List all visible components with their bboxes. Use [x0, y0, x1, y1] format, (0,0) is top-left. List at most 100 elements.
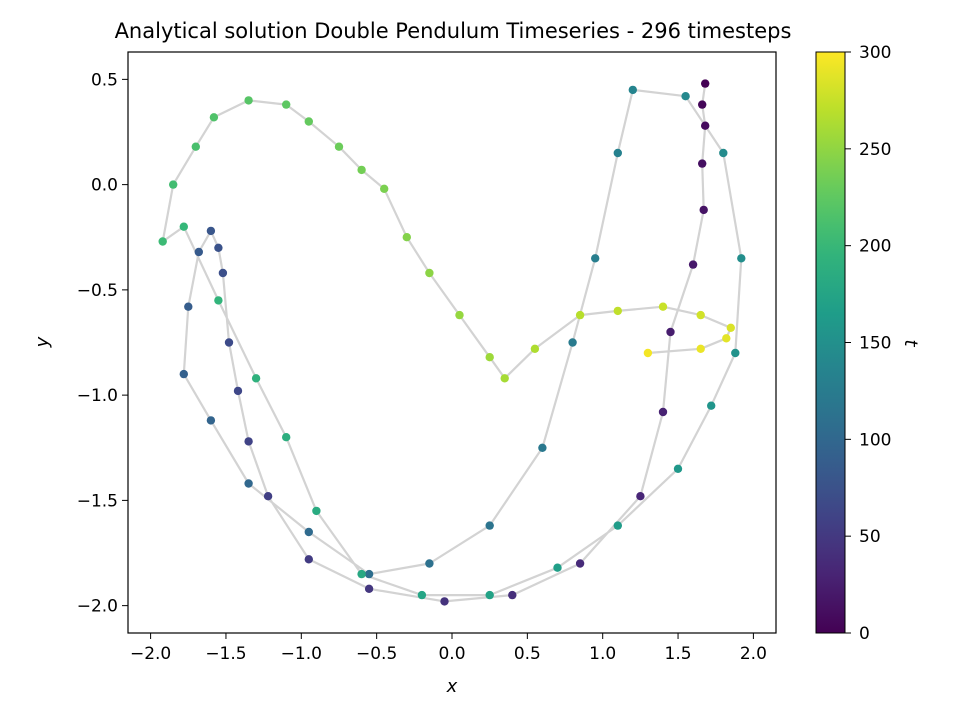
data-point	[688, 260, 698, 269]
data-point	[575, 559, 585, 568]
x-tick-label: 1.5	[665, 644, 692, 664]
data-point	[263, 492, 273, 501]
data-point	[169, 180, 178, 189]
y-tick-label: −2.0	[77, 597, 118, 617]
data-point	[636, 492, 645, 501]
x-tick-label: −1.0	[281, 644, 322, 664]
data-point	[500, 374, 509, 383]
x-tick-label: −2.0	[130, 644, 171, 664]
y-axis-label: y	[32, 336, 53, 348]
data-point	[425, 559, 434, 568]
data-point	[206, 226, 216, 236]
data-point	[699, 205, 708, 215]
colorbar-tick-label: 300	[859, 43, 891, 63]
data-point	[508, 590, 517, 600]
colorbar-tick-label: 150	[859, 334, 891, 354]
colorbar-gradient	[816, 52, 845, 633]
data-point	[591, 254, 600, 263]
data-point	[334, 142, 344, 151]
x-axis: −2.0 −1.5 −1.0 −0.5 0.0 0.5 1.0 1.5 2.0	[130, 633, 767, 664]
data-point	[530, 344, 540, 353]
data-point	[440, 597, 449, 606]
colorbar: 0 50 100 150 200 250 300	[815, 43, 891, 644]
data-point	[224, 338, 234, 347]
colorbar-tick-label: 50	[859, 527, 881, 547]
y-tick-label: 0.0	[91, 176, 118, 196]
data-point	[613, 306, 622, 316]
data-point	[417, 590, 427, 600]
data-point	[282, 100, 291, 109]
x-tick-label: −1.5	[205, 644, 246, 664]
data-point	[251, 374, 261, 383]
data-point	[244, 437, 253, 446]
data-point	[233, 386, 243, 396]
data-point	[673, 464, 683, 473]
data-point	[485, 521, 494, 530]
data-point	[698, 159, 707, 168]
data-point	[194, 247, 203, 257]
data-point	[681, 92, 690, 101]
plot-area	[127, 51, 777, 634]
colorbar-tick-label: 250	[859, 140, 891, 160]
data-point	[707, 401, 716, 410]
x-tick-label: 0.5	[514, 644, 541, 664]
data-point	[698, 100, 707, 109]
data-point	[218, 268, 228, 278]
x-tick-label: 0.0	[438, 644, 465, 664]
data-point	[731, 348, 740, 358]
data-point	[628, 85, 637, 95]
data-point	[737, 254, 746, 263]
data-point	[357, 165, 366, 175]
data-point	[722, 334, 731, 343]
data-point	[719, 148, 728, 158]
data-point	[666, 327, 675, 337]
data-point	[214, 243, 223, 252]
x-tick-label: 1.0	[589, 644, 616, 664]
data-point	[485, 590, 494, 600]
data-point	[658, 302, 668, 311]
data-point	[643, 348, 653, 358]
data-point	[538, 443, 547, 452]
data-point	[726, 323, 735, 332]
data-point	[214, 296, 223, 305]
x-tick-label: 2.0	[740, 644, 767, 664]
data-point	[304, 555, 313, 564]
data-point	[380, 184, 389, 193]
colorbar-tick-label: 200	[859, 237, 891, 257]
data-point	[184, 302, 193, 311]
data-point	[282, 433, 291, 442]
data-point	[425, 268, 434, 278]
data-point	[158, 237, 167, 246]
y-axis: 0.5 0.0 −0.5 −1.0 −1.5 −2.0	[77, 70, 128, 617]
data-point	[304, 117, 313, 126]
data-point	[696, 344, 705, 353]
data-point	[575, 310, 585, 320]
y-tick-label: 0.5	[91, 70, 118, 90]
data-point	[244, 96, 253, 105]
x-axis-label: x	[446, 676, 458, 697]
data-point	[304, 527, 313, 537]
data-point	[312, 506, 321, 516]
colorbar-tick-label: 100	[859, 430, 891, 450]
data-point	[613, 521, 622, 530]
data-point	[209, 113, 219, 122]
y-tick-label: −1.0	[77, 386, 118, 406]
data-point	[696, 310, 705, 320]
data-point	[191, 142, 200, 151]
data-point	[553, 563, 562, 572]
data-point	[613, 148, 622, 158]
data-point	[179, 369, 188, 379]
data-point	[402, 233, 411, 242]
y-tick-label: −1.5	[77, 491, 118, 511]
data-point	[179, 222, 188, 231]
colorbar-label: t	[900, 339, 921, 347]
x-tick-label: −0.5	[356, 644, 397, 664]
data-point	[568, 338, 577, 347]
data-point	[364, 584, 374, 593]
data-point	[701, 121, 710, 130]
data-point	[364, 569, 374, 579]
data-point	[455, 310, 464, 320]
data-point	[485, 353, 494, 362]
